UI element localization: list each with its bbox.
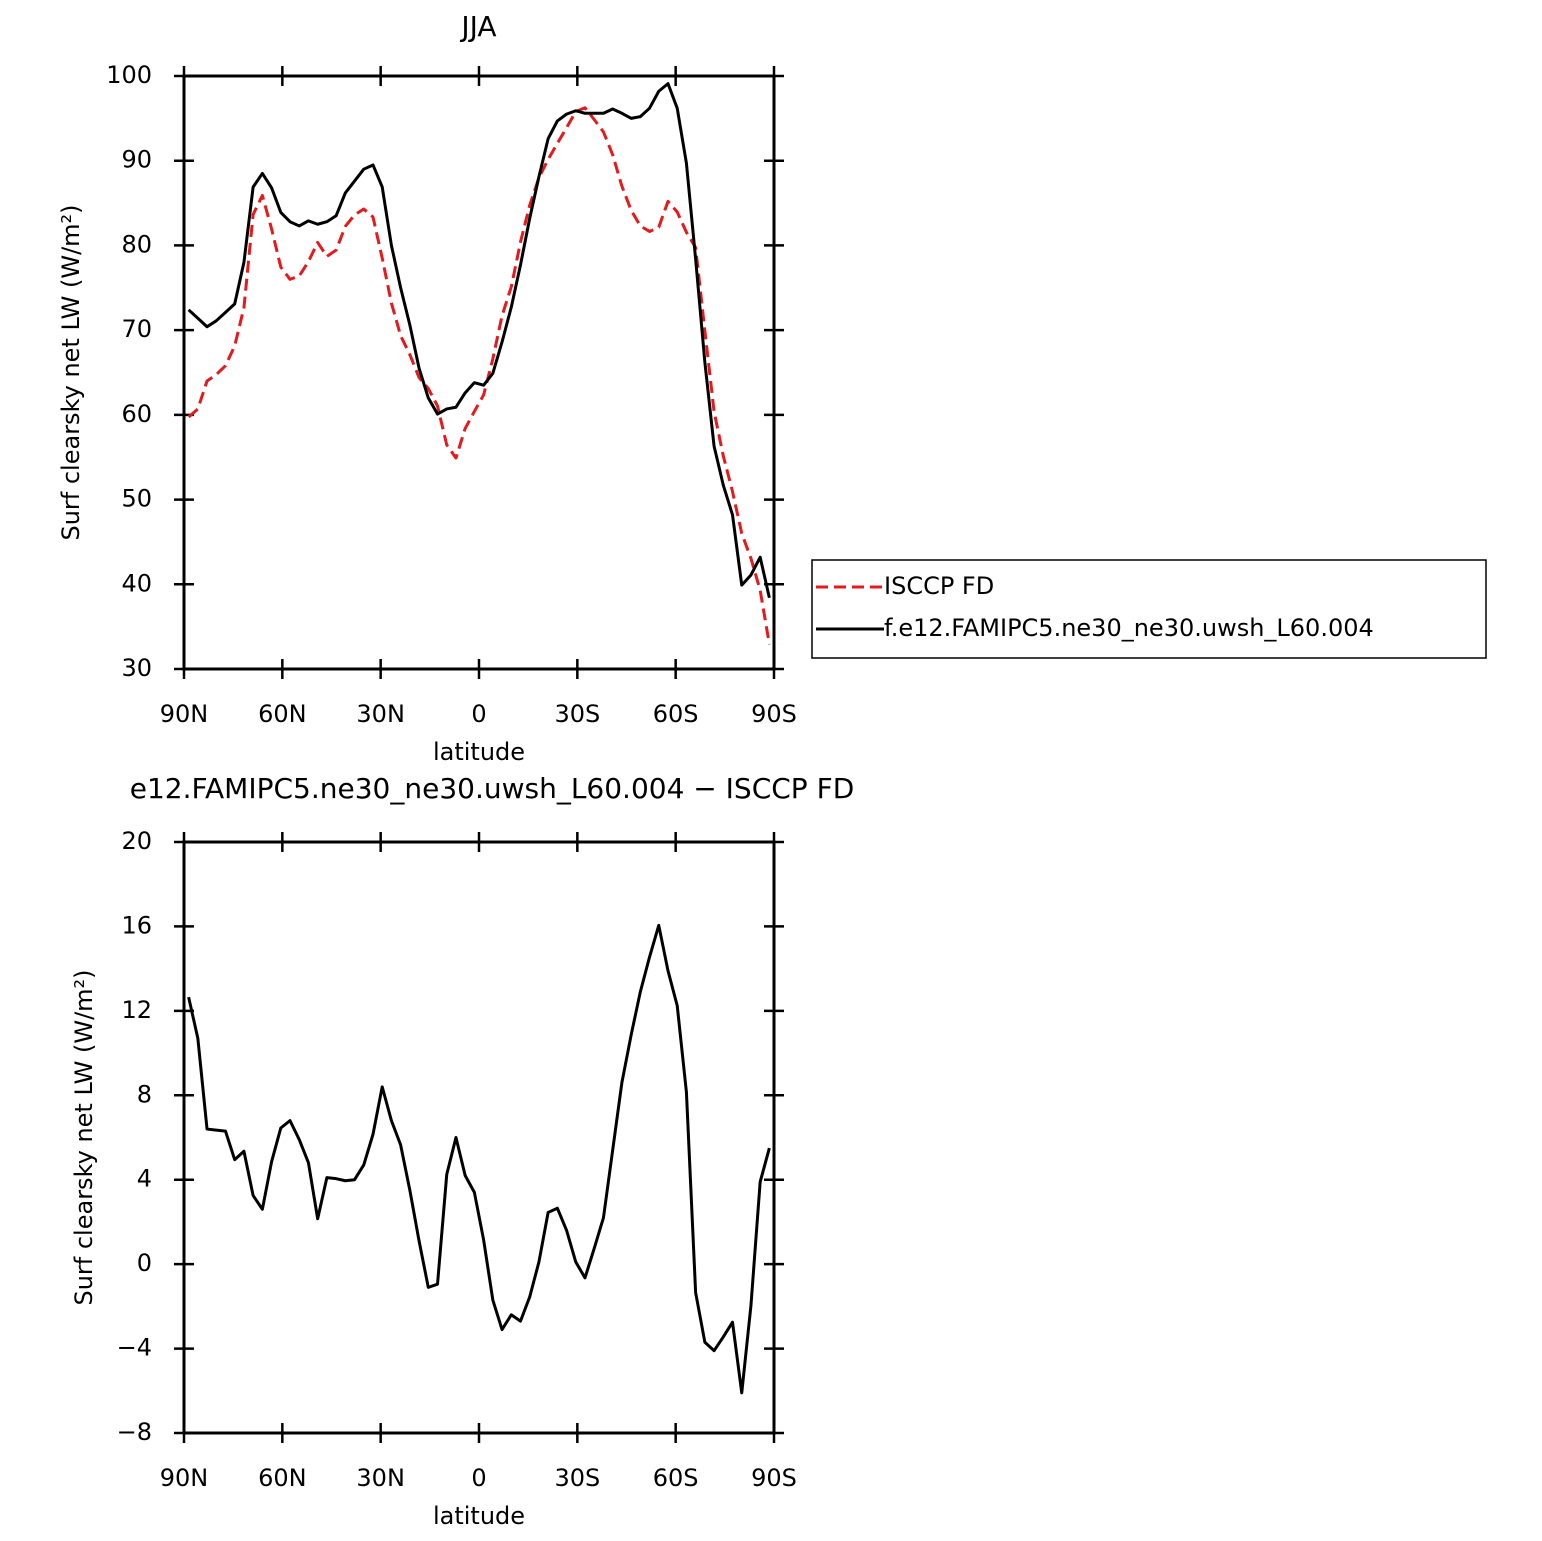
x-tick-label: 30S bbox=[554, 1464, 600, 1492]
x-tick-label: 0 bbox=[471, 700, 486, 728]
y-tick-label: −8 bbox=[117, 1418, 152, 1446]
y-tick-label: −4 bbox=[117, 1334, 152, 1362]
chart-title: e12.FAMIPC5.ne30_ne30.uwsh_L60.004 − ISC… bbox=[130, 772, 855, 805]
series-line bbox=[187, 82, 771, 599]
y-tick-label: 0 bbox=[137, 1249, 152, 1277]
series-line bbox=[187, 923, 771, 1395]
y-tick-label: 80 bbox=[121, 230, 152, 258]
series-line bbox=[187, 106, 771, 645]
legend-label: f.e12.FAMIPC5.ne30_ne30.uwsh_L60.004 bbox=[884, 614, 1374, 642]
x-tick-label: 30N bbox=[356, 1464, 405, 1492]
y-axis-label: Surf clearsky net LW (W/m²) bbox=[57, 204, 85, 540]
y-tick-label: 90 bbox=[121, 146, 152, 174]
y-tick-label: 40 bbox=[121, 569, 152, 597]
x-tick-label: 90S bbox=[751, 1464, 797, 1492]
y-tick-label: 100 bbox=[106, 61, 152, 89]
x-tick-label: 90S bbox=[751, 700, 797, 728]
x-tick-label: 30S bbox=[554, 700, 600, 728]
y-tick-label: 70 bbox=[121, 315, 152, 343]
legend-label: ISCCP FD bbox=[884, 572, 994, 600]
x-tick-label: 60N bbox=[258, 700, 307, 728]
x-tick-label: 90N bbox=[160, 1464, 209, 1492]
x-tick-label: 0 bbox=[471, 1464, 486, 1492]
y-tick-label: 30 bbox=[121, 654, 152, 682]
x-axis-label: latitude bbox=[433, 738, 525, 766]
x-tick-label: 30N bbox=[356, 700, 405, 728]
y-axis-label: Surf clearsky net LW (W/m²) bbox=[70, 969, 98, 1305]
y-tick-label: 20 bbox=[121, 827, 152, 855]
y-tick-label: 60 bbox=[121, 400, 152, 428]
x-tick-label: 90N bbox=[160, 700, 209, 728]
x-tick-label: 60S bbox=[653, 700, 699, 728]
y-tick-label: 8 bbox=[137, 1080, 152, 1108]
plot-frame bbox=[182, 840, 776, 1435]
y-tick-label: 12 bbox=[121, 996, 152, 1024]
legend-box bbox=[811, 559, 1487, 659]
x-axis-label: latitude bbox=[433, 1502, 525, 1530]
y-tick-label: 16 bbox=[121, 911, 152, 939]
y-tick-label: 4 bbox=[137, 1165, 152, 1193]
x-tick-label: 60S bbox=[653, 1464, 699, 1492]
y-tick-label: 50 bbox=[121, 485, 152, 513]
x-tick-label: 60N bbox=[258, 1464, 307, 1492]
chart-title: JJA bbox=[459, 10, 496, 43]
